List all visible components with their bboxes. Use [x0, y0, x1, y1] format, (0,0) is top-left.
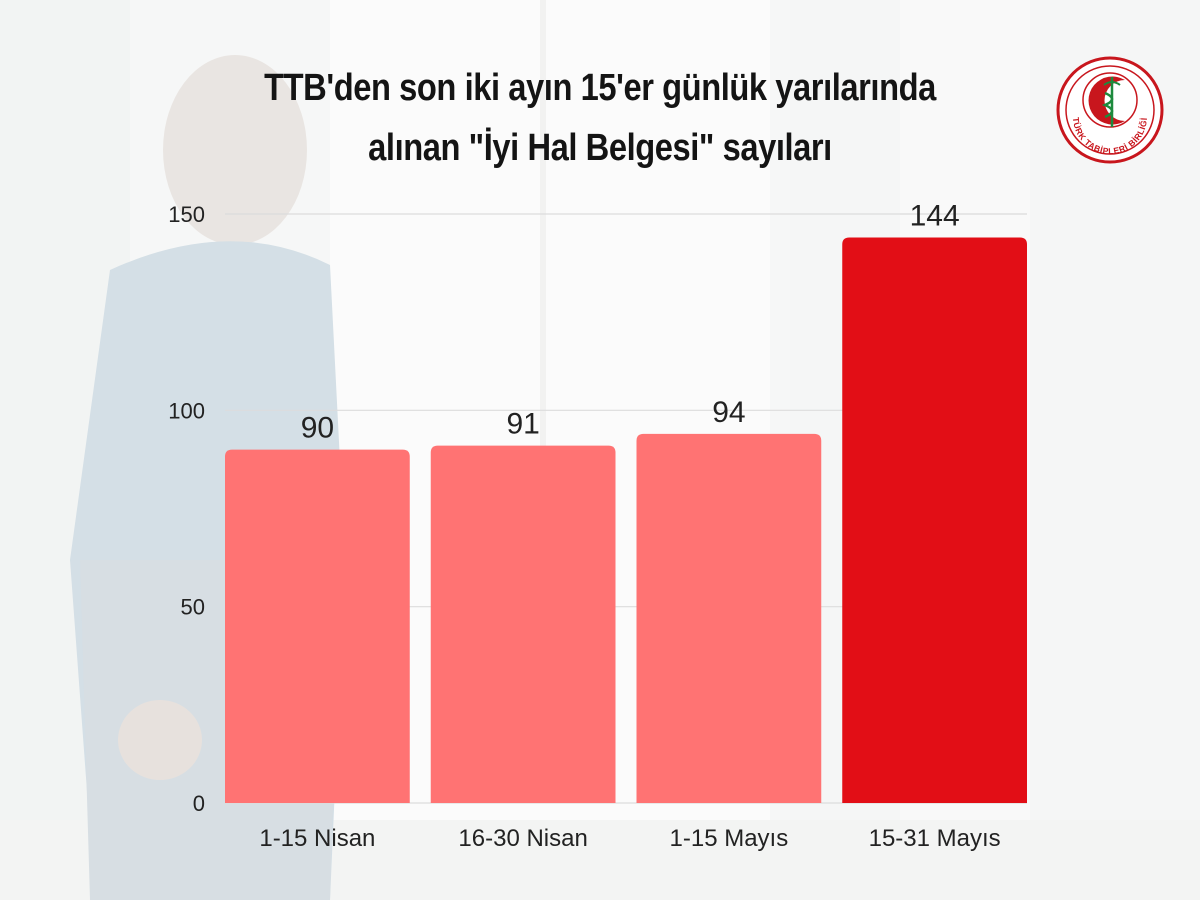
data-labels: 90 91 94 144: [301, 200, 960, 445]
bar-2: [430, 445, 616, 803]
data-label: 144: [910, 200, 960, 233]
x-tick-label: 15-31 Mayıs: [869, 825, 1001, 852]
chart-title-line-2: alınan "İyi Hal Belgesi" sayıları: [368, 127, 832, 169]
y-tick-label: 100: [168, 398, 205, 423]
data-label: 94: [712, 396, 745, 429]
bars: [225, 237, 1027, 803]
bar-1: [225, 449, 410, 803]
data-label: 90: [301, 412, 334, 445]
y-tick-label: 150: [168, 202, 205, 227]
bar-4: [842, 237, 1027, 803]
x-tick-label: 16-30 Nisan: [458, 825, 587, 852]
chart-title: TTB'den son iki ayın 15'er günlük yarıla…: [256, 58, 944, 178]
chart-title-line-1: TTB'den son iki ayın 15'er günlük yarıla…: [264, 67, 936, 109]
y-tick-label: 50: [181, 595, 205, 620]
ttb-logo: TÜRK TABİPLERİ BİRLİĞİ: [1056, 56, 1164, 164]
data-label: 91: [506, 408, 539, 441]
x-tick-label: 1-15 Mayıs: [670, 825, 789, 852]
caduceus-crescent-icon: [1101, 77, 1121, 127]
y-tick-label: 0: [193, 791, 205, 816]
y-axis-ticks: 0 50 100 150: [168, 202, 205, 816]
x-tick-label: 1-15 Nisan: [259, 825, 375, 852]
x-axis-categories: 1-15 Nisan 16-30 Nisan 1-15 Mayıs 15-31 May…: [259, 825, 1000, 852]
bar-3: [636, 433, 822, 803]
